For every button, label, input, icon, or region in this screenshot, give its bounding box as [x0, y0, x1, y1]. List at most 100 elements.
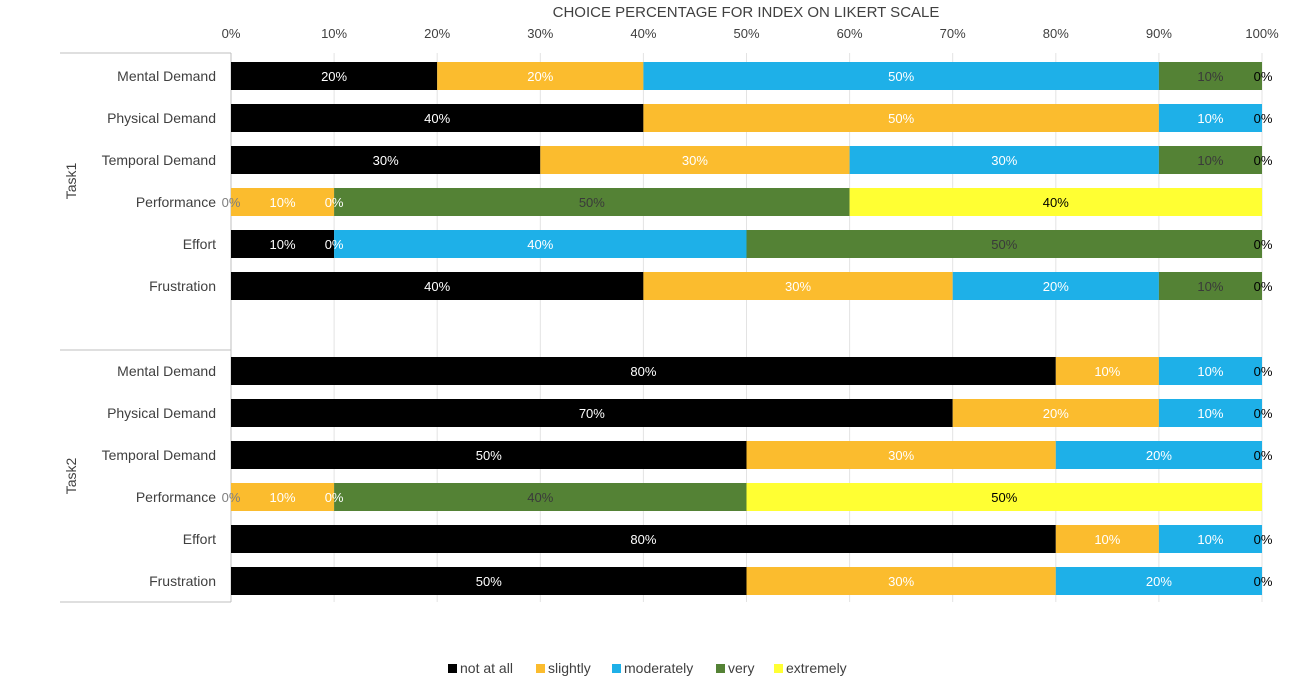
data-label: 50%: [888, 69, 914, 84]
bar-segment: [952, 272, 1159, 300]
data-label: 0%: [325, 490, 344, 505]
bar-segment: [231, 441, 747, 469]
data-label: 10%: [1197, 111, 1223, 126]
data-label: 30%: [785, 279, 811, 294]
bar-segment: [1158, 272, 1262, 300]
data-label: 50%: [476, 574, 502, 589]
data-label: 0%: [222, 195, 241, 210]
category-label: Mental Demand: [117, 68, 216, 84]
bar-segment: [231, 567, 747, 595]
category-label: Effort: [183, 236, 216, 252]
data-label: 0%: [1254, 153, 1273, 168]
data-label: 30%: [373, 153, 399, 168]
data-label: 50%: [476, 448, 502, 463]
bar-segment: [746, 441, 1056, 469]
data-label: 0%: [1254, 574, 1273, 589]
bar-segment: [334, 230, 747, 258]
data-label: 20%: [1043, 279, 1069, 294]
bar-segment: [643, 104, 1159, 132]
bar-segment: [1158, 104, 1262, 132]
data-label: 0%: [1254, 364, 1273, 379]
bar-segment: [849, 188, 1262, 216]
data-label: 30%: [888, 448, 914, 463]
data-label: 50%: [888, 111, 914, 126]
bar-segment: [231, 62, 438, 90]
data-label: 20%: [321, 69, 347, 84]
bar-segment: [746, 483, 1262, 511]
legend: not at all slightly moderately very extremel…: [448, 660, 847, 676]
legend-label: extremely: [786, 660, 847, 676]
bar-segment: [231, 399, 953, 427]
x-tick-label: 90%: [1146, 26, 1172, 41]
data-label: 0%: [1254, 279, 1273, 294]
category-label: Performance: [136, 194, 216, 210]
bar-segment: [231, 357, 1056, 385]
data-label: 10%: [1197, 406, 1223, 421]
x-tick-label: 60%: [837, 26, 863, 41]
legend-swatch: [716, 664, 725, 673]
data-label: 0%: [222, 490, 241, 505]
x-tick-label: 30%: [527, 26, 553, 41]
chart-title: CHOICE PERCENTAGE FOR INDEX ON LIKERT SC…: [553, 4, 940, 21]
bar-segment: [231, 146, 541, 174]
data-label: 80%: [630, 364, 656, 379]
data-labels: 20% 20% 50% 10% 0% 40% 50% 10% 0% 30% 30% 30% 10% 0% 0…: [222, 69, 1273, 589]
bar-segment: [1158, 146, 1262, 174]
data-label: 10%: [1197, 532, 1223, 547]
bar-segment: [231, 104, 644, 132]
category-label: Effort: [183, 531, 216, 547]
data-label: 50%: [991, 237, 1017, 252]
bar-segment: [643, 272, 953, 300]
data-label: 10%: [270, 490, 296, 505]
category-label: Temporal Demand: [102, 447, 216, 463]
data-label: 70%: [579, 406, 605, 421]
category-label: Frustration: [149, 573, 216, 589]
category-label: Physical Demand: [107, 405, 216, 421]
bar-segment: [334, 188, 850, 216]
category-axis: Task1 Mental Demand Physical Demand Tempora…: [60, 52, 232, 603]
bar-segment: [1158, 399, 1262, 427]
bar-segment: [231, 525, 1056, 553]
data-label: 10%: [270, 195, 296, 210]
group-label: Task2: [63, 458, 79, 495]
bar-segment: [231, 230, 335, 258]
data-label: 20%: [1146, 574, 1172, 589]
bar-segment: [334, 483, 747, 511]
data-label: 0%: [325, 237, 344, 252]
data-label: 0%: [1254, 237, 1273, 252]
data-label: 30%: [888, 574, 914, 589]
bar-segment: [746, 567, 1056, 595]
data-label: 50%: [991, 490, 1017, 505]
bar-segment: [231, 272, 644, 300]
x-tick-label: 100%: [1245, 26, 1279, 41]
data-label: 10%: [1197, 153, 1223, 168]
bars: [231, 62, 1262, 595]
data-label: 40%: [527, 490, 553, 505]
data-label: 30%: [991, 153, 1017, 168]
data-label: 40%: [1043, 195, 1069, 210]
legend-swatch: [536, 664, 545, 673]
data-label: 40%: [424, 279, 450, 294]
x-tick-label: 80%: [1043, 26, 1069, 41]
data-label: 0%: [1254, 448, 1273, 463]
bar-segment: [746, 230, 1262, 258]
data-label: 10%: [1197, 364, 1223, 379]
x-tick-label: 20%: [424, 26, 450, 41]
legend-swatch: [612, 664, 621, 673]
bar-segment: [1055, 567, 1262, 595]
bar-segment: [231, 188, 335, 216]
category-label: Frustration: [149, 278, 216, 294]
bar-segment: [1158, 525, 1262, 553]
legend-label: slightly: [548, 660, 591, 676]
x-tick-label: 50%: [733, 26, 759, 41]
legend-swatch: [774, 664, 783, 673]
bar-segment: [1158, 357, 1262, 385]
bar-segment: [849, 146, 1159, 174]
data-label: 40%: [424, 111, 450, 126]
data-label: 20%: [1146, 448, 1172, 463]
data-label: 80%: [630, 532, 656, 547]
data-label: 20%: [1043, 406, 1069, 421]
category-label: Physical Demand: [107, 110, 216, 126]
group-label: Task1: [63, 163, 79, 200]
bar-segment: [231, 483, 335, 511]
